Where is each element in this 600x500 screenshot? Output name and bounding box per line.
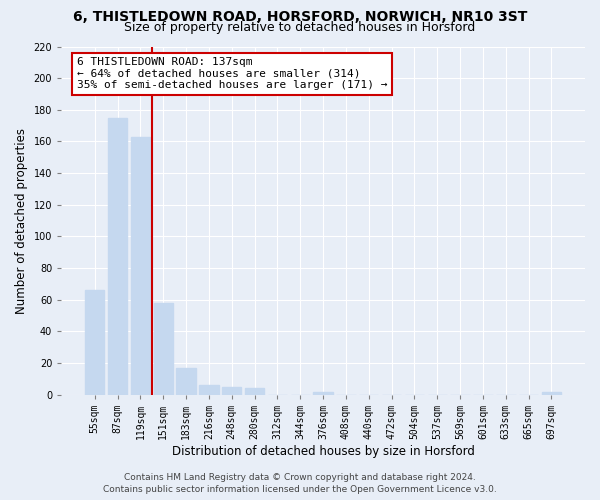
Text: 6 THISTLEDOWN ROAD: 137sqm
← 64% of detached houses are smaller (314)
35% of sem: 6 THISTLEDOWN ROAD: 137sqm ← 64% of deta…	[77, 57, 388, 90]
X-axis label: Distribution of detached houses by size in Horsford: Distribution of detached houses by size …	[172, 444, 475, 458]
Bar	[245, 388, 264, 394]
Text: Contains HM Land Registry data © Crown copyright and database right 2024.
Contai: Contains HM Land Registry data © Crown c…	[103, 472, 497, 494]
Bar	[542, 392, 561, 394]
Bar	[131, 136, 150, 394]
Y-axis label: Number of detached properties: Number of detached properties	[15, 128, 28, 314]
Bar	[85, 290, 104, 395]
Text: Size of property relative to detached houses in Horsford: Size of property relative to detached ho…	[124, 21, 476, 34]
Bar	[222, 387, 241, 394]
Bar	[154, 303, 173, 394]
Text: 6, THISTLEDOWN ROAD, HORSFORD, NORWICH, NR10 3ST: 6, THISTLEDOWN ROAD, HORSFORD, NORWICH, …	[73, 10, 527, 24]
Bar	[176, 368, 196, 394]
Bar	[199, 385, 218, 394]
Bar	[108, 118, 127, 394]
Bar	[313, 392, 333, 394]
